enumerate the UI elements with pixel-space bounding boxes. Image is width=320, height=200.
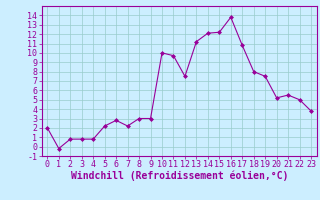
X-axis label: Windchill (Refroidissement éolien,°C): Windchill (Refroidissement éolien,°C) (70, 171, 288, 181)
